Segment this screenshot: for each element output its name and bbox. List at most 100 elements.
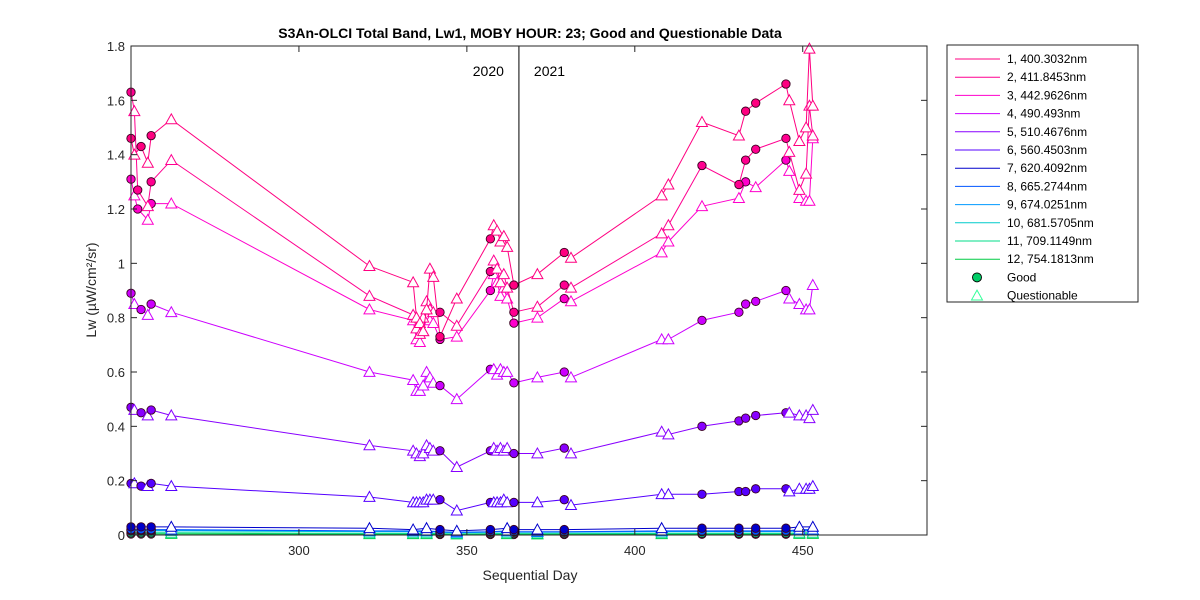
legend-good-marker: [972, 272, 982, 283]
questionable-point: [793, 183, 806, 195]
good-point: [734, 523, 744, 533]
questionable-point: [164, 153, 178, 165]
good-point: [734, 179, 744, 190]
y-tick-label: 1.4: [107, 148, 125, 163]
good-point: [559, 495, 569, 505]
good-point: [435, 446, 445, 456]
questionable-point: [803, 194, 816, 206]
questionable-point: [420, 302, 433, 315]
good-point: [751, 410, 761, 421]
good-point: [781, 155, 791, 165]
questionable-point: [141, 213, 155, 225]
questionable-point: [782, 485, 796, 497]
questionable-point: [662, 332, 675, 345]
legend-label: 6, 560.4503nm: [1007, 143, 1087, 157]
good-point: [559, 367, 569, 377]
good-point: [697, 160, 707, 171]
questionable-point: [128, 188, 141, 201]
questionable-point: [793, 520, 806, 532]
good-point: [740, 486, 751, 497]
questionable-point: [128, 297, 141, 309]
questionable-point: [363, 365, 376, 377]
questionable-point: [793, 297, 806, 309]
y-tick-label: 0.4: [107, 419, 125, 434]
y-tick-label: 1.8: [107, 39, 125, 54]
questionable-point: [662, 235, 675, 247]
plot-frame: [130, 45, 928, 536]
questionable-point: [531, 311, 544, 323]
legend-label: 12, 754.1813nm: [1007, 252, 1094, 266]
questionable-point: [164, 479, 178, 491]
good-point: [740, 155, 751, 165]
good-point: [133, 185, 143, 195]
good-point: [485, 524, 496, 535]
questionable-point: [450, 330, 464, 342]
questionable-point: [806, 99, 820, 111]
good-point: [509, 307, 519, 317]
legend-label: 7, 620.4092nm: [1007, 161, 1087, 175]
good-point: [136, 141, 146, 152]
questionable-point: [497, 229, 511, 242]
questionable-point: [806, 129, 820, 141]
legend-entry: 11, 709.1149nm: [955, 234, 1092, 248]
questionable-point: [164, 520, 178, 532]
good-point: [435, 524, 445, 535]
legend: 1, 400.3032nm 2, 411.8453nm 3, 442.9626nm 4…: [946, 44, 1139, 303]
x-tick-label: 450: [792, 543, 814, 558]
legend-questionable-marker: [970, 289, 984, 301]
legend-entry: 6, 560.4503nm: [955, 143, 1087, 157]
questionable-point: [531, 267, 544, 280]
good-point: [697, 489, 707, 499]
legend-label: 1, 400.3032nm: [1007, 52, 1087, 66]
questionable-point: [799, 120, 813, 133]
questionable-point: [803, 411, 816, 424]
good-point: [435, 380, 445, 391]
good-point: [559, 443, 569, 453]
questionable-point: [655, 425, 669, 437]
questionable-point: [363, 302, 376, 315]
questionable-point: [662, 487, 675, 500]
questionable-point: [426, 270, 440, 282]
x-tick-label: 400: [624, 543, 646, 558]
y-tick-label: 1.6: [107, 93, 125, 108]
series-1: [126, 42, 820, 342]
questionable-point: [494, 289, 507, 301]
questionable-point: [806, 278, 820, 290]
series-6: [126, 476, 820, 516]
questionable-point: [564, 446, 578, 459]
legend-entry: 2, 411.8453nm: [955, 70, 1086, 84]
questionable-point: [564, 281, 578, 293]
questionable-point: [806, 479, 820, 491]
questionable-point: [662, 427, 675, 440]
questionable-point: [141, 156, 155, 168]
questionable-point: [141, 308, 155, 320]
questionable-point: [655, 245, 669, 258]
x-axis: 300 350 400 450: [288, 46, 814, 558]
questionable-point: [695, 199, 709, 212]
legend-marker-label: Questionable: [1007, 289, 1078, 303]
questionable-point: [695, 115, 709, 127]
legend-entry: 10, 681.5705nm: [955, 216, 1094, 230]
questionable-point: [732, 129, 746, 141]
good-point: [781, 285, 791, 296]
good-point: [146, 130, 156, 141]
questionable-point: [782, 406, 796, 418]
y-tick-label: 0.8: [107, 311, 125, 326]
questionable-point: [128, 148, 141, 160]
good-point: [740, 413, 751, 423]
legend-label: 11, 709.1149nm: [1007, 234, 1092, 248]
questionable-point: [413, 316, 427, 328]
year-label-2020: 2020: [473, 63, 504, 79]
good-point: [697, 523, 707, 533]
good-point: [559, 247, 569, 258]
questionable-point: [799, 167, 813, 179]
questionable-point: [662, 178, 675, 190]
questionable-point: [655, 226, 669, 239]
good-point: [146, 177, 156, 187]
legend-marker-label: Good: [1007, 270, 1036, 284]
y-tick-label: 1: [118, 256, 125, 271]
questionable-point: [363, 438, 376, 451]
questionable-point: [164, 305, 178, 318]
questionable-point: [490, 224, 504, 236]
